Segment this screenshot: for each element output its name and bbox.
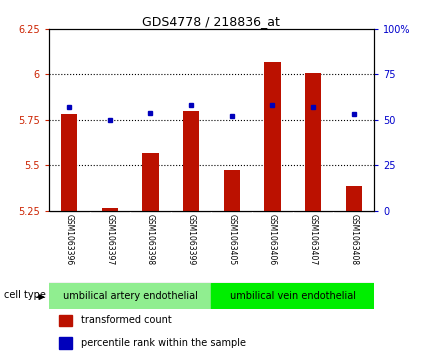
Bar bbox=[305, 73, 321, 211]
Text: percentile rank within the sample: percentile rank within the sample bbox=[82, 338, 246, 347]
Bar bbox=[59, 337, 72, 348]
Bar bbox=[264, 62, 281, 211]
Bar bbox=[59, 315, 72, 326]
Text: GSM1063399: GSM1063399 bbox=[187, 214, 196, 265]
Text: umbilical vein endothelial: umbilical vein endothelial bbox=[230, 291, 356, 301]
Text: GSM1063396: GSM1063396 bbox=[65, 214, 74, 265]
Text: GSM1063397: GSM1063397 bbox=[105, 214, 114, 265]
Bar bbox=[102, 208, 118, 211]
Title: GDS4778 / 218836_at: GDS4778 / 218836_at bbox=[142, 15, 280, 28]
Text: umbilical artery endothelial: umbilical artery endothelial bbox=[63, 291, 198, 301]
Text: GSM1063408: GSM1063408 bbox=[349, 214, 358, 265]
Bar bbox=[61, 114, 77, 211]
Bar bbox=[346, 186, 362, 211]
Text: cell type: cell type bbox=[4, 290, 46, 299]
Bar bbox=[142, 153, 159, 211]
Bar bbox=[224, 170, 240, 211]
Text: transformed count: transformed count bbox=[82, 315, 172, 325]
Bar bbox=[211, 283, 374, 309]
Text: GSM1063406: GSM1063406 bbox=[268, 214, 277, 265]
Bar bbox=[49, 283, 211, 309]
Text: GSM1063398: GSM1063398 bbox=[146, 214, 155, 265]
Text: GSM1063407: GSM1063407 bbox=[309, 214, 317, 265]
Bar bbox=[183, 111, 199, 211]
Text: GSM1063405: GSM1063405 bbox=[227, 214, 236, 265]
